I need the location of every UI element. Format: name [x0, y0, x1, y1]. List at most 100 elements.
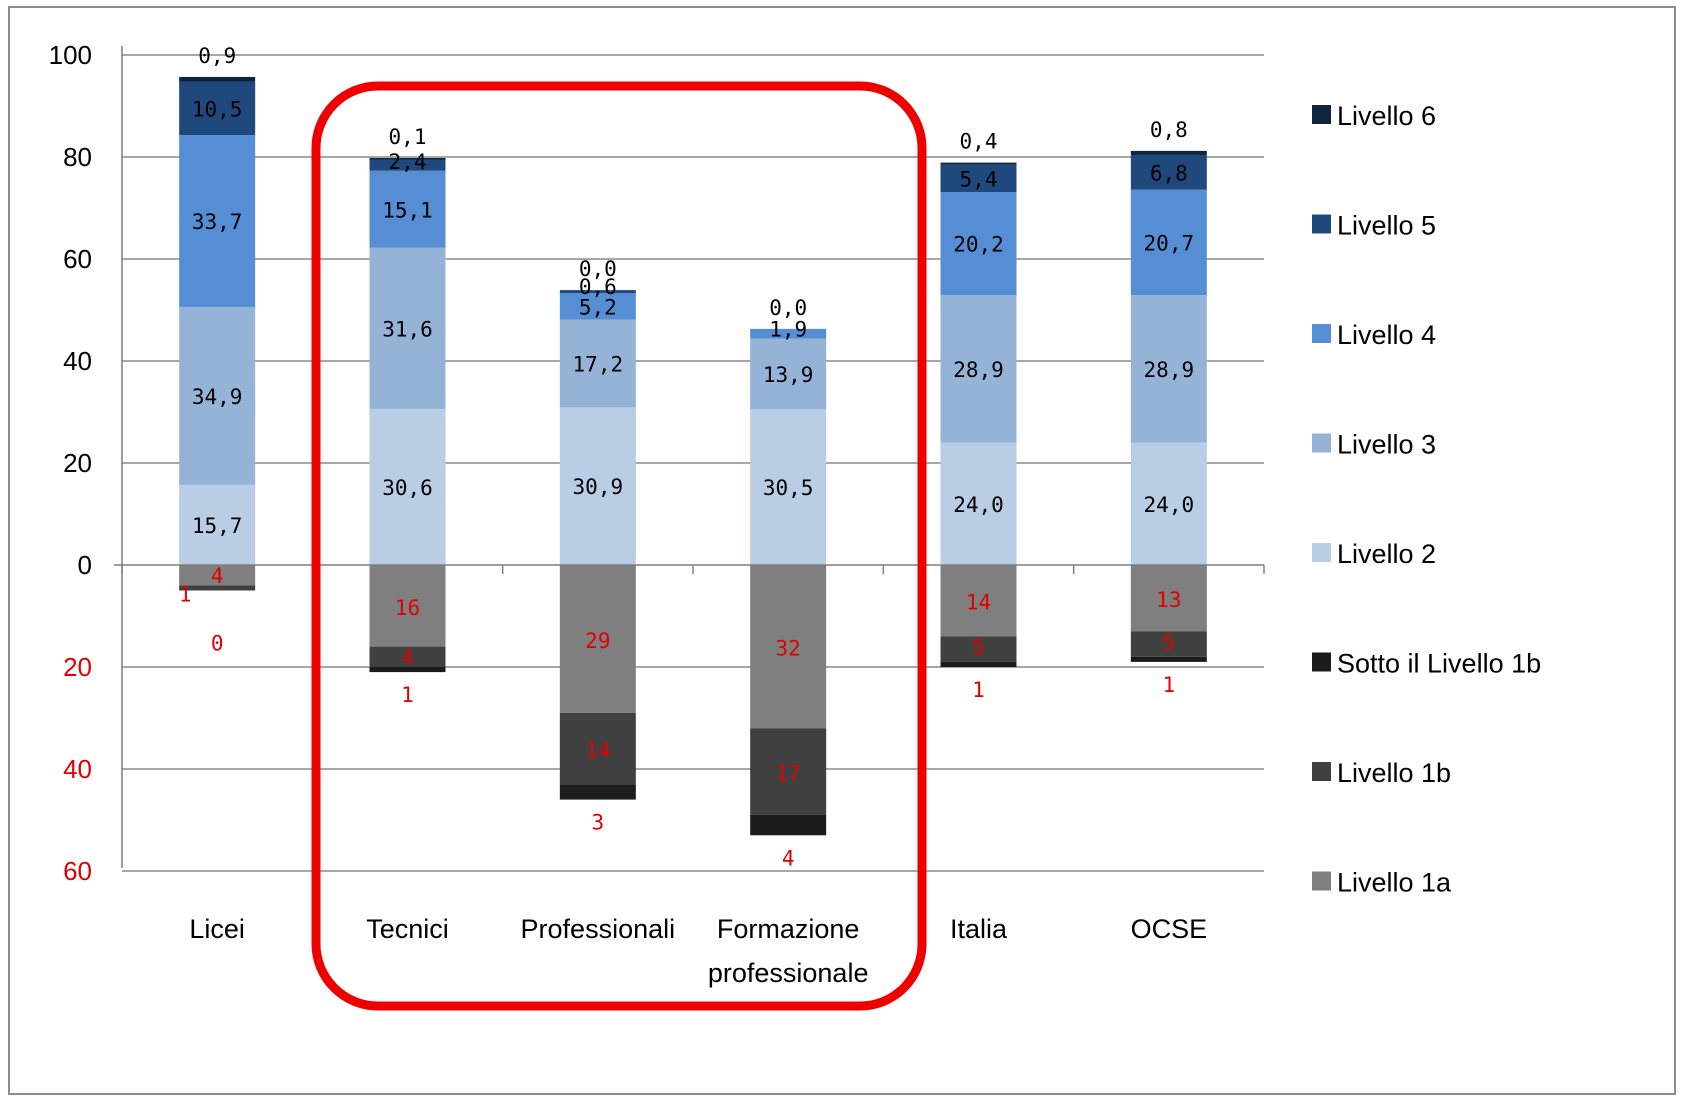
bar-segment [179, 76, 256, 82]
legend-swatch [1312, 762, 1331, 781]
data-label: 1 [179, 582, 192, 606]
y-tick-label: 40 [63, 346, 92, 376]
data-label: 13 [1156, 588, 1181, 612]
legend-label: Livello 6 [1337, 101, 1436, 131]
bar-segment [369, 565, 446, 647]
bar-segment [179, 81, 256, 136]
bar-segment [940, 565, 1017, 637]
data-label: 17,2 [573, 353, 624, 377]
data-label: 1,9 [769, 318, 807, 342]
bar-segment [940, 162, 1017, 165]
data-label: 6,8 [1150, 161, 1188, 185]
y-tick-label: 0 [78, 550, 92, 580]
data-label: 30,6 [382, 476, 433, 500]
data-label: 5,4 [960, 167, 998, 191]
bars [179, 76, 1207, 836]
data-label: 33,7 [192, 210, 243, 234]
bar-segment [369, 667, 446, 673]
bar-segment [940, 164, 1017, 193]
bar-segment [559, 784, 636, 800]
bar-segment [559, 712, 636, 785]
bar-segment [179, 585, 256, 591]
data-label: 2,4 [389, 150, 427, 174]
bar-segment [750, 814, 827, 836]
category-label: Italia [950, 914, 1008, 944]
legend-label: Livello 3 [1337, 430, 1436, 460]
data-label: 0,6 [579, 275, 617, 299]
data-label: 4 [782, 846, 795, 870]
legend-label: Livello 1a [1337, 868, 1452, 898]
data-label: 32 [776, 637, 801, 661]
data-label: 5 [972, 635, 985, 659]
y-tick-label: 20 [63, 652, 92, 682]
legend-label: Livello 4 [1337, 320, 1436, 350]
bar-segment [1130, 442, 1207, 565]
bar-segment [179, 306, 256, 485]
y-tick-label: 100 [49, 40, 92, 70]
bar-segment [1130, 565, 1207, 632]
data-label: 31,6 [382, 317, 433, 341]
data-label: 4 [401, 646, 414, 670]
bar-segment [940, 192, 1017, 296]
chart-frame: 0 20 40 60 80 100 20 40 60 15,7 34,9 33,7 10,5 0,9 4 1… [8, 6, 1676, 1095]
legend: Livello 6 Livello 5 Livello 4 Livello 3 Live… [1312, 101, 1541, 898]
category-label: Formazione [717, 914, 860, 944]
category-label: Licei [189, 914, 245, 944]
data-label: 28,9 [1144, 358, 1195, 382]
data-label: 3 [592, 811, 605, 835]
legend-label: Livello 2 [1337, 539, 1436, 569]
bar-segment [750, 565, 827, 729]
data-label: 1 [972, 678, 985, 702]
legend-swatch [1312, 652, 1331, 672]
bar-segment [369, 646, 446, 667]
gridlines [122, 54, 1264, 872]
legend-label: Sotto il Livello 1b [1337, 649, 1541, 679]
bar-segment [1130, 295, 1207, 443]
data-label: 4 [211, 564, 224, 588]
data-label: 15,1 [382, 198, 433, 222]
data-label: 0,0 [579, 257, 617, 281]
data-label: 15,7 [192, 514, 243, 538]
bar-segment [750, 728, 827, 815]
data-label: 10,5 [192, 97, 243, 121]
data-label: 34,9 [192, 385, 243, 409]
data-label: 5,2 [579, 295, 617, 319]
legend-swatch [1312, 871, 1331, 891]
y-tick-label: 80 [63, 142, 92, 172]
legend-label: Livello 1b [1337, 758, 1451, 788]
data-label: 13,9 [763, 363, 814, 387]
data-label: 0,1 [389, 125, 427, 149]
bar-segment [369, 170, 446, 248]
data-label: 30,9 [573, 475, 624, 499]
data-label: 16 [395, 596, 420, 620]
data-label: 14 [585, 739, 610, 763]
bar-segment [1130, 189, 1207, 296]
bar-segment [179, 484, 256, 565]
bar-segment [1130, 150, 1207, 155]
bar-segment [559, 319, 636, 408]
bar-segment [369, 408, 446, 565]
data-label: 5 [1163, 630, 1176, 654]
bar-segment [1130, 631, 1207, 657]
data-label: 1 [1163, 673, 1176, 697]
legend-swatch [1312, 433, 1331, 453]
data-label: 0,0 [769, 296, 807, 320]
data-label: 28,9 [953, 358, 1004, 382]
bar-segment [940, 636, 1017, 662]
bar-segment [179, 135, 256, 307]
category-labels: Licei Tecnici Professionali Formazione profe… [189, 914, 1207, 988]
data-label: 0,8 [1150, 118, 1188, 142]
bar-segment [940, 661, 1017, 667]
data-label: 1 [401, 683, 414, 707]
category-label: professionale [708, 958, 869, 988]
data-label: 20,2 [953, 233, 1004, 257]
bar-segment [940, 295, 1017, 443]
data-label: 24,0 [953, 493, 1004, 517]
y-tick-label: 60 [63, 244, 92, 274]
bar-segment [369, 158, 446, 171]
data-label: 20,7 [1144, 231, 1195, 255]
bar-segment [940, 442, 1017, 565]
data-label: 0,4 [960, 130, 998, 154]
